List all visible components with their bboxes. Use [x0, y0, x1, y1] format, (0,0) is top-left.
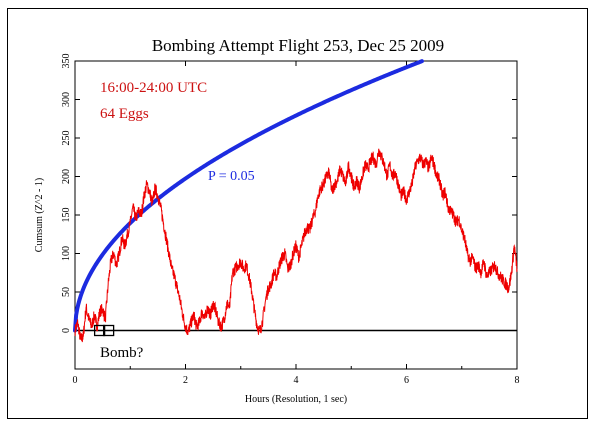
x-tick-labels: 0 2 4 6 8	[73, 375, 520, 386]
annotation-eggs: 64 Eggs	[100, 106, 149, 122]
event-box	[93, 324, 106, 337]
y-axis-label: Cumsum (Z^2 - 1)	[34, 178, 45, 252]
y-tick-label: 100	[61, 246, 72, 261]
x-tick-label: 0	[73, 375, 78, 386]
x-axis-label: Hours (Resolution, 1 sec)	[245, 394, 347, 405]
y-tick-label: 200	[61, 169, 72, 184]
annotation-p-value: P = 0.05	[208, 169, 255, 184]
annotation-time-range: 16:00-24:00 UTC	[100, 80, 207, 96]
y-tick-label: 300	[61, 92, 72, 107]
annotation-bomb: Bomb?	[100, 345, 144, 361]
chart-frame	[7, 8, 588, 419]
x-tick-label: 8	[515, 375, 520, 386]
cumsum-series-line	[74, 148, 518, 343]
x-tick-label: 4	[294, 375, 299, 386]
event-marker	[93, 324, 115, 337]
y-tick-labels: 0 50 100 150 200 250 300 350	[61, 54, 72, 334]
y-tick-label: 0	[61, 328, 72, 333]
x-tick-label: 2	[183, 375, 188, 386]
chart-title: Bombing Attempt Flight 253, Dec 25 2009	[152, 36, 444, 55]
y-tick-label: 50	[61, 287, 72, 297]
event-box	[102, 324, 115, 337]
x-tick-label: 6	[404, 375, 409, 386]
y-tick-label: 350	[61, 54, 72, 69]
y-tick-label: 150	[61, 208, 72, 223]
y-tick-label: 250	[61, 131, 72, 146]
p05-envelope-curve	[73, 59, 424, 333]
